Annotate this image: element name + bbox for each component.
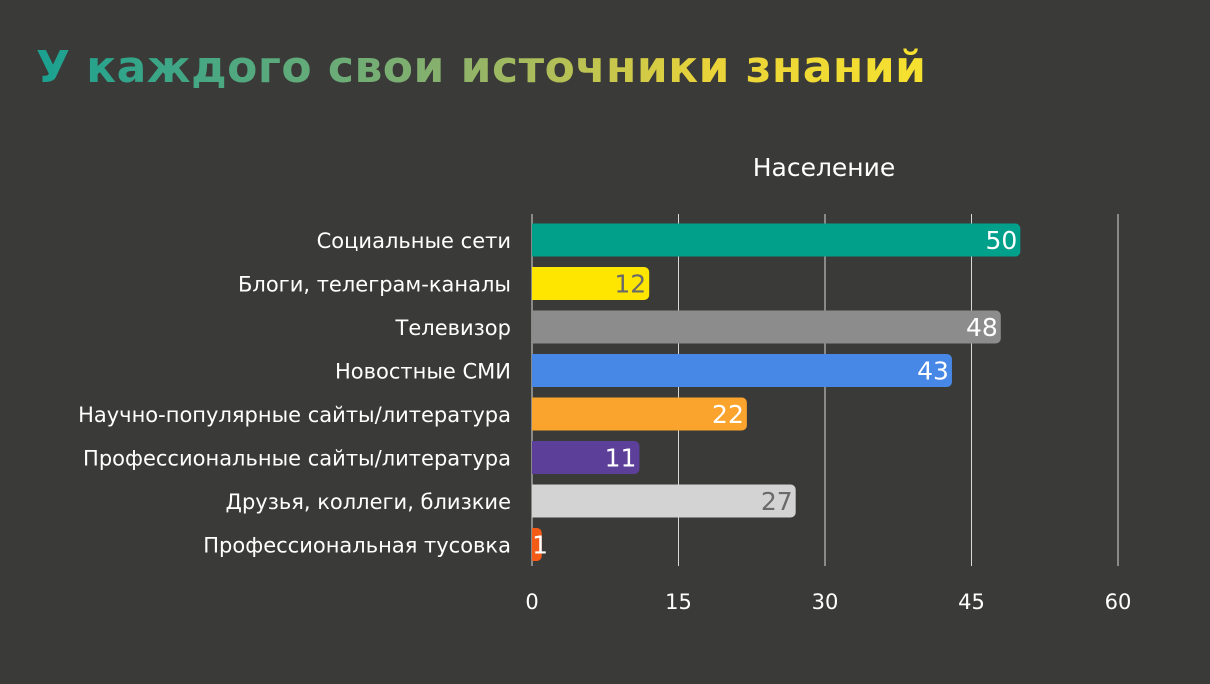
bar bbox=[532, 354, 952, 387]
chart-title: Население bbox=[753, 153, 896, 182]
bar-base bbox=[532, 354, 538, 387]
category-labels: Социальные сети Блоги, телеграм-каналы Тел… bbox=[78, 229, 511, 558]
bar-base bbox=[532, 441, 538, 474]
x-tick-label: 45 bbox=[958, 590, 985, 614]
bar-base bbox=[532, 267, 538, 300]
bar-value-label: 43 bbox=[917, 357, 949, 386]
bar bbox=[532, 223, 1021, 257]
category-label: Телевизор bbox=[395, 316, 511, 340]
bar-base bbox=[532, 528, 538, 561]
bar-value-label: 27 bbox=[761, 487, 793, 516]
category-label: Друзья, коллеги, близкие bbox=[226, 490, 511, 514]
x-tick-label: 30 bbox=[812, 590, 839, 614]
bar bbox=[532, 397, 747, 431]
bar-value-label: 1 bbox=[532, 531, 548, 560]
category-label: Новостные СМИ bbox=[335, 360, 511, 384]
bar-value-label: 11 bbox=[605, 444, 637, 473]
bar-value-label: 48 bbox=[966, 313, 998, 342]
category-label: Блоги, телеграм-каналы bbox=[238, 273, 511, 297]
x-axis-ticks: 0 15 30 45 60 bbox=[525, 590, 1131, 614]
x-tick-label: 15 bbox=[665, 590, 692, 614]
x-tick-label: 0 bbox=[525, 590, 538, 614]
category-label: Социальные сети bbox=[317, 229, 511, 253]
bar-base bbox=[532, 310, 538, 344]
slide-title: У каждого свои источники знаний bbox=[36, 38, 927, 98]
bar-base bbox=[532, 484, 538, 518]
bar-base bbox=[532, 223, 538, 257]
bar-value-label: 12 bbox=[614, 270, 646, 299]
bar bbox=[532, 484, 796, 518]
bar bbox=[532, 441, 640, 474]
bar-value-label: 50 bbox=[986, 226, 1018, 255]
category-label: Научно-популярные сайты/литература bbox=[78, 403, 511, 427]
bar-value-label: 22 bbox=[712, 400, 744, 429]
x-tick-label: 60 bbox=[1105, 590, 1132, 614]
category-label: Профессиональная тусовка bbox=[203, 534, 511, 558]
bar bbox=[532, 310, 1001, 344]
bar-base bbox=[532, 397, 538, 431]
category-label: Профессиональные сайты/литература bbox=[83, 447, 511, 471]
bars: 50 12 48 43 22 11 27 1 bbox=[532, 223, 1021, 561]
bar bbox=[532, 267, 650, 300]
